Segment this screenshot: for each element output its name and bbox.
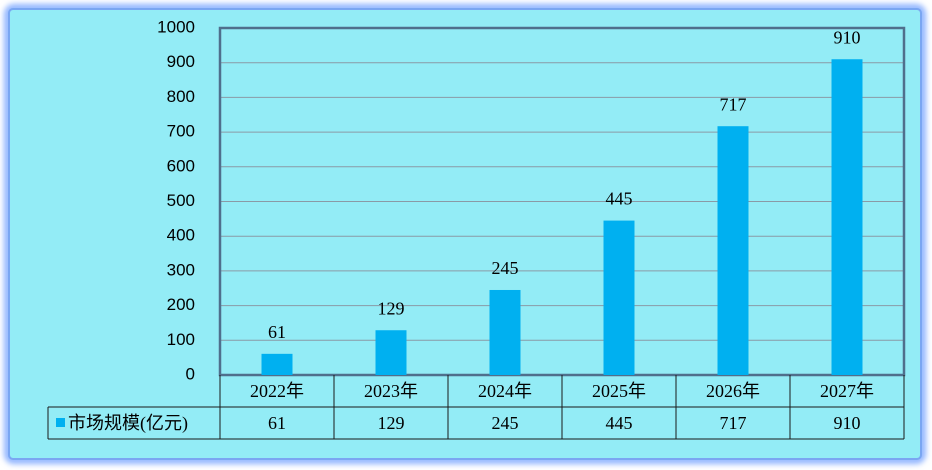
data-label: 61 (268, 322, 286, 342)
y-tick-label: 600 (167, 156, 195, 175)
table-value: 245 (492, 413, 519, 433)
data-label: 245 (492, 258, 519, 278)
x-tick-label: 2026年 (706, 381, 760, 401)
y-tick-label: 700 (167, 122, 195, 141)
chart-area (8, 8, 922, 460)
table-value: 717 (720, 413, 747, 433)
x-tick-label: 2023年 (364, 381, 418, 401)
y-tick-label: 400 (167, 226, 195, 245)
bar (831, 59, 863, 375)
x-tick-label: 2027年 (820, 381, 874, 401)
legend-label: 市场规模(亿元) (68, 413, 188, 434)
bar (717, 126, 749, 376)
bar (375, 330, 407, 375)
table-value: 910 (834, 413, 861, 433)
y-tick-label: 800 (167, 87, 195, 106)
data-label: 910 (834, 27, 861, 47)
table-value: 61 (268, 413, 286, 433)
bar (603, 220, 635, 375)
y-tick-label: 300 (167, 260, 195, 279)
data-label: 129 (378, 298, 405, 318)
bar (261, 353, 293, 375)
bar (489, 289, 521, 375)
y-tick-label: 500 (167, 191, 195, 210)
table-value: 445 (606, 413, 633, 433)
table-value: 129 (378, 413, 405, 433)
data-label: 445 (606, 189, 633, 209)
y-tick-label: 0 (186, 364, 195, 383)
data-label: 717 (720, 94, 747, 114)
x-tick-label: 2024年 (478, 381, 532, 401)
x-tick-label: 2025年 (592, 381, 646, 401)
y-tick-label: 900 (167, 52, 195, 71)
legend-key (56, 418, 65, 427)
y-tick-label: 100 (167, 330, 195, 349)
x-tick-label: 2022年 (250, 381, 304, 401)
y-tick-label: 200 (167, 295, 195, 314)
y-tick-label: 1000 (157, 17, 195, 36)
